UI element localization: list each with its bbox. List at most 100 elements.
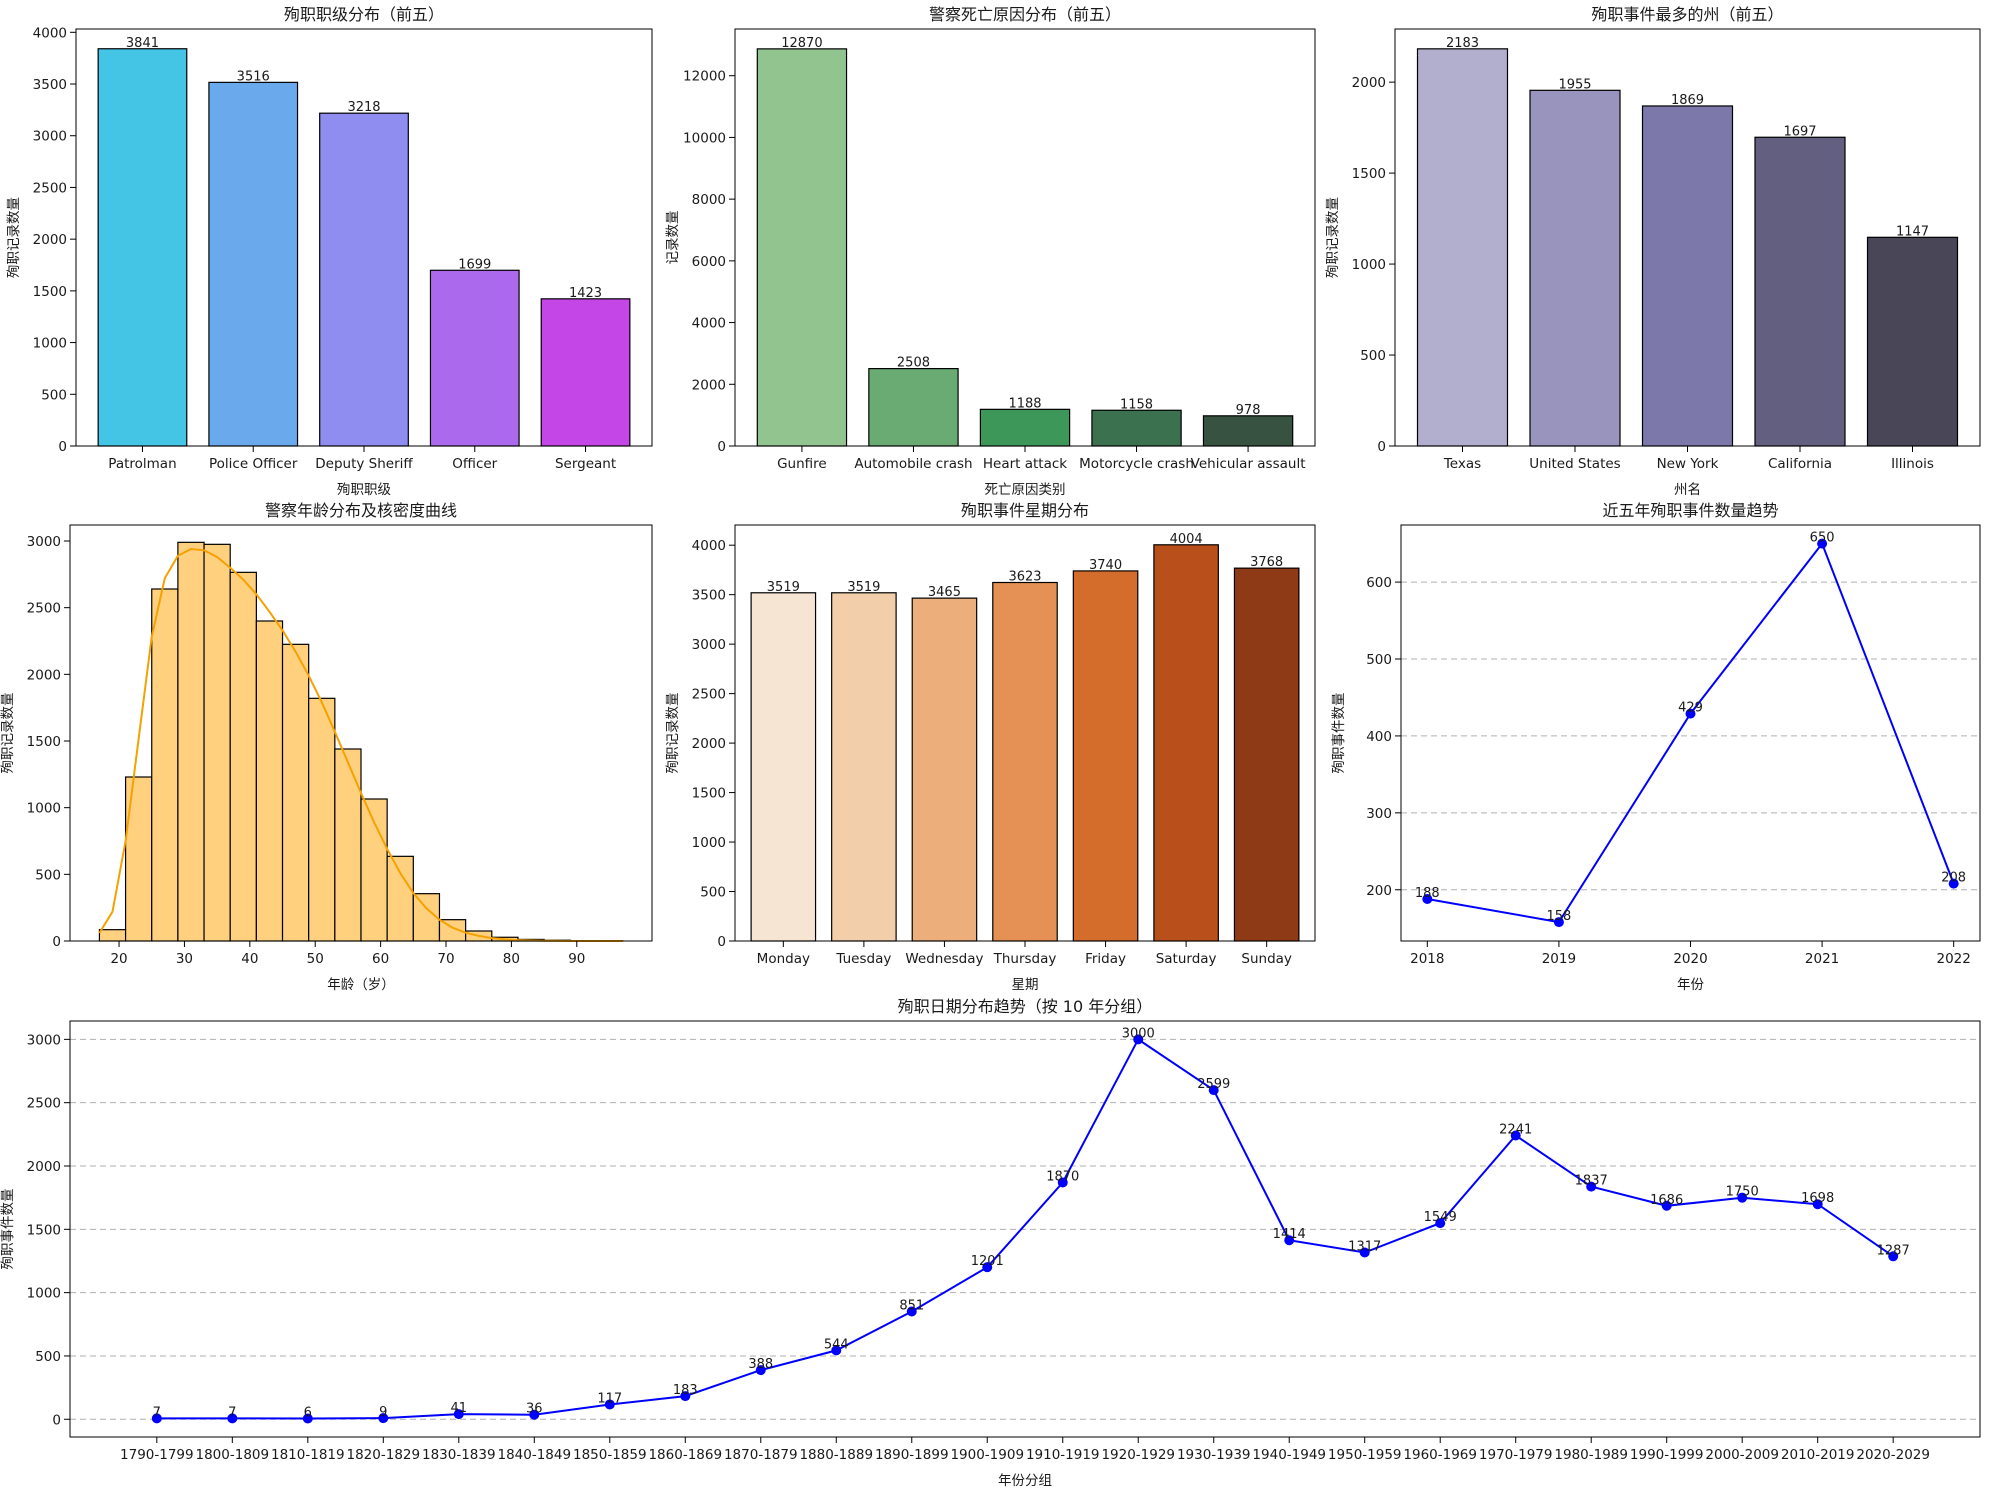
- y-axis-label: 殉职记录数量: [0, 693, 16, 774]
- x-tick-label: 1900-1909: [950, 1447, 1024, 1463]
- chart-title: 殉职事件最多的州（前五）: [1591, 5, 1783, 24]
- y-tick-label: 1500: [33, 284, 67, 300]
- bar-motorcycle-crash: [1091, 409, 1182, 447]
- y-tick-label: 500: [35, 1349, 61, 1365]
- x-tick-label: 2021: [1805, 951, 1839, 967]
- plot-frame: [1394, 28, 1981, 447]
- x-tick-label: Monday: [757, 951, 810, 967]
- y-tick-label: 2500: [692, 687, 726, 703]
- bar-tuesday: [831, 592, 897, 942]
- x-axis-label: 年份分组: [998, 1473, 1052, 1489]
- x-tick-label: 2010-2019: [1781, 1447, 1855, 1463]
- bar-officer: [429, 269, 520, 447]
- y-tick-label: 12000: [683, 69, 726, 85]
- y-axis-label: 殉职记录数量: [665, 693, 681, 774]
- data-label: 9: [379, 1405, 387, 1420]
- data-label: 2599: [1197, 1077, 1230, 1092]
- data-label: 3465: [928, 585, 961, 600]
- data-point: [604, 1399, 615, 1410]
- histogram-bar: [386, 855, 414, 942]
- data-point: [1284, 1235, 1295, 1246]
- y-tick-label: 0: [58, 439, 67, 455]
- x-tick-label: Deputy Sheriff: [315, 456, 413, 472]
- y-tick-label: 500: [1360, 348, 1386, 364]
- data-label: 1697: [1783, 124, 1816, 139]
- x-tick-label: Patrolman: [108, 456, 176, 472]
- x-tick-label: 1930-1939: [1177, 1447, 1251, 1463]
- bar-illinois: [1866, 236, 1959, 447]
- data-label: 36: [526, 1402, 543, 1417]
- data-label: 1698: [1801, 1191, 1834, 1206]
- data-label: 3623: [1008, 569, 1041, 584]
- bar-california: [1754, 136, 1846, 447]
- chart-title: 警察年龄分布及核密度曲线: [265, 501, 457, 520]
- data-label: 1869: [1671, 93, 1704, 108]
- y-tick-label: 4000: [33, 25, 67, 41]
- x-tick-label: 80: [503, 951, 520, 967]
- x-tick-label: Tuesday: [835, 951, 891, 967]
- chart-weekday: 0 500 1000 1500 2000 2500 3000 3500 4000 殉职事件星期分布…: [665, 501, 1316, 993]
- data-label: 1686: [1650, 1193, 1683, 1208]
- x-axis-label: 州名: [1674, 482, 1701, 498]
- plot-frame: [734, 28, 1316, 447]
- data-point: [982, 1262, 993, 1273]
- data-label: 188: [1415, 886, 1440, 901]
- chart-title: 殉职职级分布（前五）: [284, 5, 444, 24]
- x-tick-label: 2000-2009: [1705, 1447, 1779, 1463]
- data-label: 1423: [569, 286, 602, 301]
- x-tick-label: Saturday: [1156, 951, 1217, 967]
- data-label: 1870: [1046, 1169, 1079, 1184]
- x-tick-label: 40: [241, 951, 258, 967]
- y-tick-label: 2000: [33, 232, 67, 248]
- x-tick-label: Motorcycle crash: [1079, 456, 1194, 472]
- y-tick-label: 500: [35, 867, 61, 883]
- data-label: 544: [824, 1337, 849, 1352]
- data-label: 3516: [237, 69, 270, 84]
- bar-automobile-crash: [868, 368, 959, 447]
- data-label: 1699: [458, 257, 491, 272]
- data-label: 3519: [847, 580, 880, 595]
- histogram-bar: [151, 588, 179, 942]
- data-point: [906, 1306, 917, 1317]
- data-point: [1510, 1130, 1521, 1141]
- data-label: 650: [1810, 531, 1835, 546]
- y-tick-label: 2000: [1352, 75, 1386, 91]
- data-point: [1817, 538, 1828, 549]
- x-tick-label: Vehicular assault: [1191, 456, 1306, 472]
- data-label: 7: [228, 1405, 236, 1420]
- bar-united-states: [1529, 89, 1621, 447]
- data-label: 978: [1236, 403, 1261, 418]
- x-axis-label: 死亡原因类别: [985, 482, 1066, 498]
- x-tick-label: Automobile crash: [854, 456, 972, 472]
- data-label: 2508: [897, 356, 930, 371]
- plot-frame: [69, 1020, 1981, 1438]
- data-label: 3000: [1122, 1026, 1155, 1041]
- y-tick-label: 2000: [27, 1159, 61, 1175]
- x-tick-label: 1790-1799: [120, 1447, 194, 1463]
- x-tick-label: 1890-1899: [875, 1447, 949, 1463]
- x-tick-label: United States: [1529, 456, 1620, 472]
- x-tick-label: 60: [372, 951, 389, 967]
- x-tick-label: 1870-1879: [724, 1447, 798, 1463]
- y-tick-label: 3500: [33, 77, 67, 93]
- x-tick-label: Wednesday: [905, 951, 983, 967]
- x-tick-label: 1940-1949: [1252, 1447, 1326, 1463]
- histogram-bar: [229, 571, 257, 942]
- x-tick-label: 20: [110, 951, 127, 967]
- y-tick-label: 1500: [692, 786, 726, 802]
- series-line: [156, 1037, 1894, 1420]
- y-tick-label: 3000: [27, 534, 61, 550]
- x-axis-label: 年龄（岁）: [327, 977, 395, 993]
- x-tick-label: Officer: [452, 456, 497, 472]
- bar-patrolman: [97, 48, 188, 447]
- x-tick-label: 1960-1969: [1403, 1447, 1477, 1463]
- y-axis-label: 殉职事件数量: [0, 1189, 16, 1270]
- chart-title: 近五年殉职事件数量趋势: [1602, 501, 1778, 520]
- data-point: [453, 1409, 464, 1420]
- x-tick-label: 2020: [1673, 951, 1707, 967]
- chart-rank: 0 500 1000 1500 2000 2500 3000 3500 4000 殉职职级分布（前…: [6, 5, 653, 498]
- histogram-bar: [177, 541, 205, 942]
- plot-frame: [75, 28, 653, 447]
- plot-frame: [69, 524, 653, 942]
- chart-cause: 0 2000 4000 6000 8000 10000 12000 警察死亡原因分布（前五） 死…: [665, 5, 1316, 498]
